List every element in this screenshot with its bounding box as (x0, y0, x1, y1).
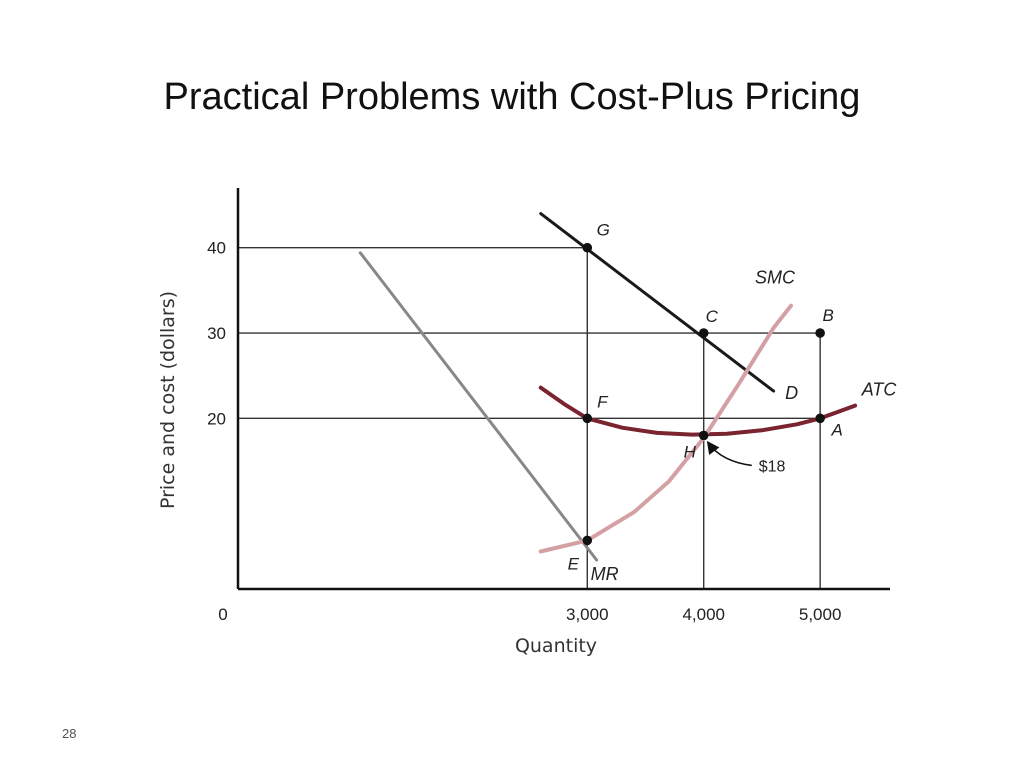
points (582, 242, 825, 546)
point-label-f: F (597, 392, 609, 411)
point-label-h: H (684, 442, 697, 461)
annotation-label: $18 (759, 458, 786, 475)
y-tick-label: 20 (207, 409, 226, 428)
curve-d (539, 212, 776, 393)
curve-label-mr: MR (591, 564, 619, 584)
curves (358, 212, 858, 562)
curve-label-atc: ATC (861, 380, 898, 400)
y-axis-title: Price and cost (dollars) (157, 291, 179, 509)
x-tick-label: 3,000 (566, 605, 609, 624)
point-a (815, 413, 825, 424)
labels: G C B F A H E D MR ATC SMC $18 (568, 221, 898, 584)
point-b (815, 328, 825, 338)
curve-label-smc: SMC (755, 268, 796, 288)
point-e (582, 535, 593, 546)
point-h (698, 430, 709, 441)
point-f (582, 413, 593, 424)
page-number: 28 (62, 726, 77, 741)
point-c (698, 328, 709, 338)
curve-atc (538, 385, 858, 437)
slide-title: Practical Problems with Cost-Plus Pricin… (163, 76, 861, 118)
axes: 0 3,000 4,000 5,000 20 30 40 (207, 188, 890, 624)
reference-lines (238, 247, 821, 589)
annotation-arrow (706, 440, 752, 467)
y-tick-label: 30 (207, 324, 226, 343)
x-tick-label: 5,000 (799, 605, 842, 624)
curve-label-d: D (785, 383, 798, 403)
point-label-c: C (706, 307, 719, 326)
point-label-b: B (822, 306, 833, 325)
point-label-e: E (568, 554, 580, 573)
curve-smc (538, 303, 793, 554)
x-axis-title: Quantity (515, 635, 597, 657)
point-label-g: G (597, 221, 610, 240)
x-tick-label: 0 (218, 605, 227, 624)
y-tick-label: 40 (207, 239, 226, 258)
point-label-a: A (830, 420, 842, 439)
x-tick-label: 4,000 (682, 605, 725, 624)
curve-mr (358, 251, 599, 562)
point-g (582, 242, 593, 253)
